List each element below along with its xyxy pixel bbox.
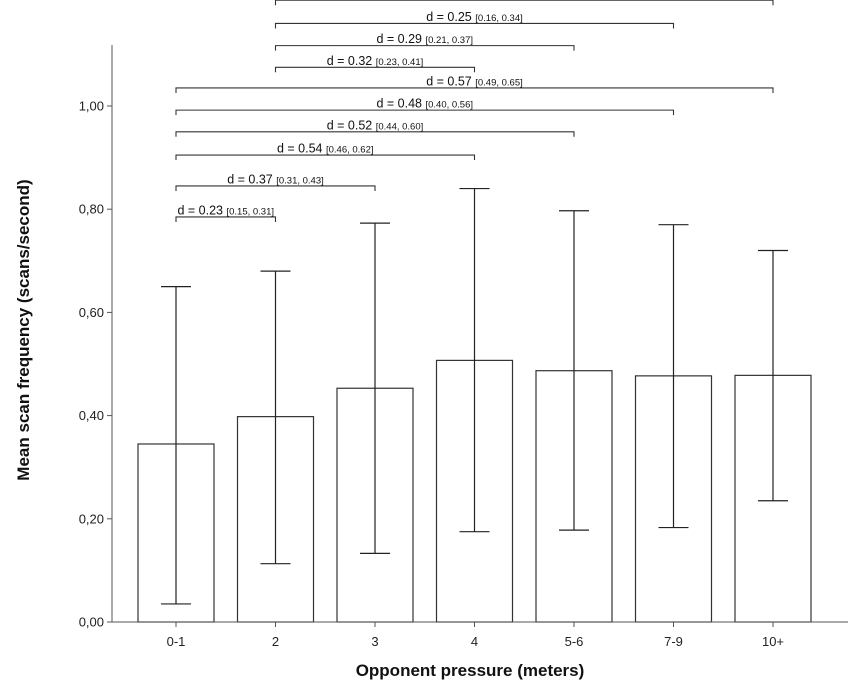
bracket-line: [274, 22, 675, 29]
y-tick-label: 1,00: [79, 99, 104, 114]
bracket-line: [175, 216, 277, 222]
bracket-line: [175, 109, 675, 116]
effect-size-d: d = 0.37: [227, 172, 276, 186]
comparison-bracket: d = 0.52 [0.44, 0.60]: [175, 118, 575, 137]
error-bar-10+: [758, 249, 788, 502]
effect-size-ci: [0.49, 0.65]: [475, 77, 523, 88]
y-tick-label: 0,20: [79, 511, 104, 526]
effect-size-label: d = 0.54 [0.46, 0.62]: [277, 142, 374, 156]
comparison-bracket: d = 0.30 [0.22, 0.38]: [274, 0, 774, 6]
bracket-line: [175, 131, 575, 137]
effect-size-label: d = 0.48 [0.40, 0.56]: [376, 97, 473, 111]
effect-size-d: d = 0.29: [376, 32, 425, 46]
x-tick-label-7-9: 7-9: [664, 634, 683, 649]
comparisons-layer: d = 0.23 [0.15, 0.31] d = 0.37 [0.31, 0.4…: [175, 0, 774, 222]
effect-size-d: d = 0.25: [426, 10, 475, 24]
error-bar-0-1: [161, 286, 191, 605]
y-tick-label: 0,80: [79, 202, 104, 217]
y-axis: 0,00 0,20 0,40 0,60 0,80 1,00: [79, 45, 113, 630]
effect-size-label: d = 0.52 [0.44, 0.60]: [327, 118, 424, 132]
comparison-bracket: d = 0.32 [0.23, 0.41]: [274, 54, 476, 73]
effect-size-ci: [0.46, 0.62]: [326, 145, 374, 156]
comparison-bracket: d = 0.37 [0.31, 0.43]: [175, 172, 376, 191]
x-tick-label-10+: 10+: [762, 634, 784, 649]
bracket-line: [274, 0, 774, 6]
comparison-bracket: d = 0.29 [0.21, 0.37]: [274, 32, 575, 51]
effect-size-label: d = 0.23 [0.15, 0.31]: [177, 203, 274, 217]
effect-size-ci: [0.31, 0.43]: [276, 175, 324, 186]
error-bars-layer: [161, 187, 788, 605]
comparison-bracket: d = 0.48 [0.40, 0.56]: [175, 97, 675, 116]
effect-size-label: d = 0.37 [0.31, 0.43]: [227, 172, 324, 186]
comparison-bracket: d = 0.54 [0.46, 0.62]: [175, 142, 476, 161]
effect-size-d: d = 0.48: [376, 97, 425, 111]
x-tick-label-5-6: 5-6: [565, 634, 584, 649]
effect-size-ci: [0.44, 0.60]: [376, 121, 424, 132]
error-bar-7-9: [658, 224, 689, 529]
x-tick-label-2: 2: [272, 634, 279, 649]
x-tick-label-4: 4: [471, 634, 478, 649]
y-tick-label: 0,00: [79, 615, 104, 630]
effect-size-d: d = 0.30: [476, 0, 525, 1]
effect-size-label: d = 0.30 [0.22, 0.38]: [476, 0, 573, 1]
comparison-bracket: d = 0.57 [0.49, 0.65]: [175, 74, 774, 93]
effect-size-d: d = 0.54: [277, 142, 326, 156]
effect-size-ci: [0.21, 0.37]: [425, 35, 473, 46]
error-bar-3: [360, 222, 390, 554]
bracket-line: [175, 154, 476, 161]
effect-size-d: d = 0.23: [177, 203, 226, 217]
bracket-line: [274, 45, 575, 51]
bracket-line: [175, 87, 774, 93]
effect-size-d: d = 0.32: [327, 54, 376, 68]
effect-size-d: d = 0.57: [426, 74, 475, 88]
comparison-bracket: d = 0.23 [0.15, 0.31]: [175, 203, 277, 222]
y-axis-title: Mean scan frequency (scans/second): [14, 179, 33, 480]
effect-size-label: d = 0.32 [0.23, 0.41]: [327, 54, 424, 68]
error-bar-2: [260, 270, 291, 565]
effect-size-label: d = 0.57 [0.49, 0.65]: [426, 74, 523, 88]
effect-size-ci: [0.22, 0.38]: [525, 0, 573, 1]
bracket-line: [175, 185, 376, 191]
error-bar-4: [459, 187, 490, 533]
effect-size-label: d = 0.29 [0.21, 0.37]: [376, 32, 473, 46]
effect-size-ci: [0.40, 0.56]: [425, 100, 473, 111]
y-tick-label: 0,40: [79, 408, 104, 423]
effect-size-ci: [0.23, 0.41]: [376, 57, 424, 68]
comparison-bracket: d = 0.25 [0.16, 0.34]: [274, 10, 675, 29]
effect-size-ci: [0.15, 0.31]: [226, 206, 274, 217]
effect-size-d: d = 0.52: [327, 118, 376, 132]
x-axis: 0-1 2 3 4 5-6 7-9 10+: [112, 621, 848, 649]
bracket-line: [274, 66, 476, 73]
effect-size-ci: [0.16, 0.34]: [475, 13, 523, 24]
x-tick-label-0-1: 0-1: [167, 634, 186, 649]
effect-size-label: d = 0.25 [0.16, 0.34]: [426, 10, 523, 24]
x-axis-title: Opponent pressure (meters): [356, 661, 585, 680]
x-tick-label-3: 3: [371, 634, 378, 649]
y-tick-label: 0,60: [79, 305, 104, 320]
error-bar-5-6: [559, 210, 589, 531]
